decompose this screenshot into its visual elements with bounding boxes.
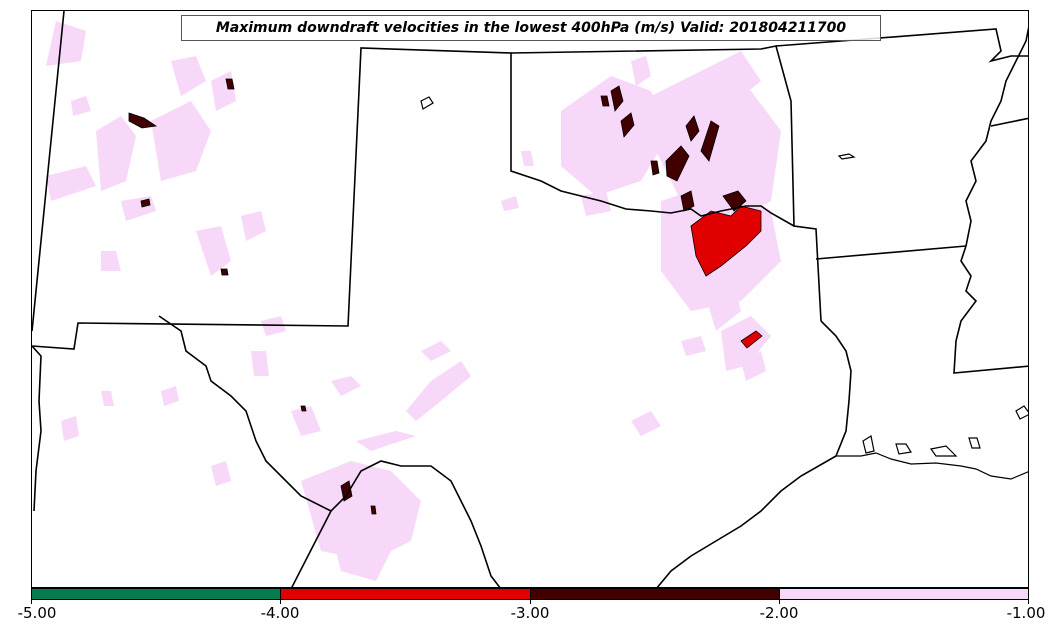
colorbar-segment-neg4-neg3 [280, 589, 530, 599]
colorbar-tick-label: -1.00 [1006, 604, 1046, 622]
downdraft-light-field [46, 21, 781, 581]
colorbar-tick [1028, 600, 1029, 604]
map-canvas [32, 11, 1028, 587]
colorbar-tick [530, 600, 531, 604]
colorbar-tick-label: -4.00 [260, 604, 300, 622]
downdraft-red-field [690, 205, 763, 349]
colorbar-tick [31, 600, 32, 604]
colorbar-segment-neg2-neg1 [778, 589, 1028, 599]
colorbar-tick [280, 600, 281, 604]
state-boundaries [32, 11, 1028, 587]
map-frame [31, 10, 1029, 588]
map-title: Maximum downdraft velocities in the lowe… [181, 15, 881, 41]
colorbar-tick-label: -2.00 [759, 604, 799, 622]
colorbar-tick-label: -5.00 [17, 604, 57, 622]
colorbar-segment-neg5-neg4 [32, 589, 281, 599]
colorbar-segment-neg3-neg2 [529, 589, 779, 599]
colorbar-tick-label: -3.00 [510, 604, 550, 622]
colorbar-tick [779, 600, 780, 604]
gulf-coastline [420, 96, 1028, 480]
downdraft-dark-field [128, 78, 747, 515]
colorbar [31, 588, 1029, 600]
